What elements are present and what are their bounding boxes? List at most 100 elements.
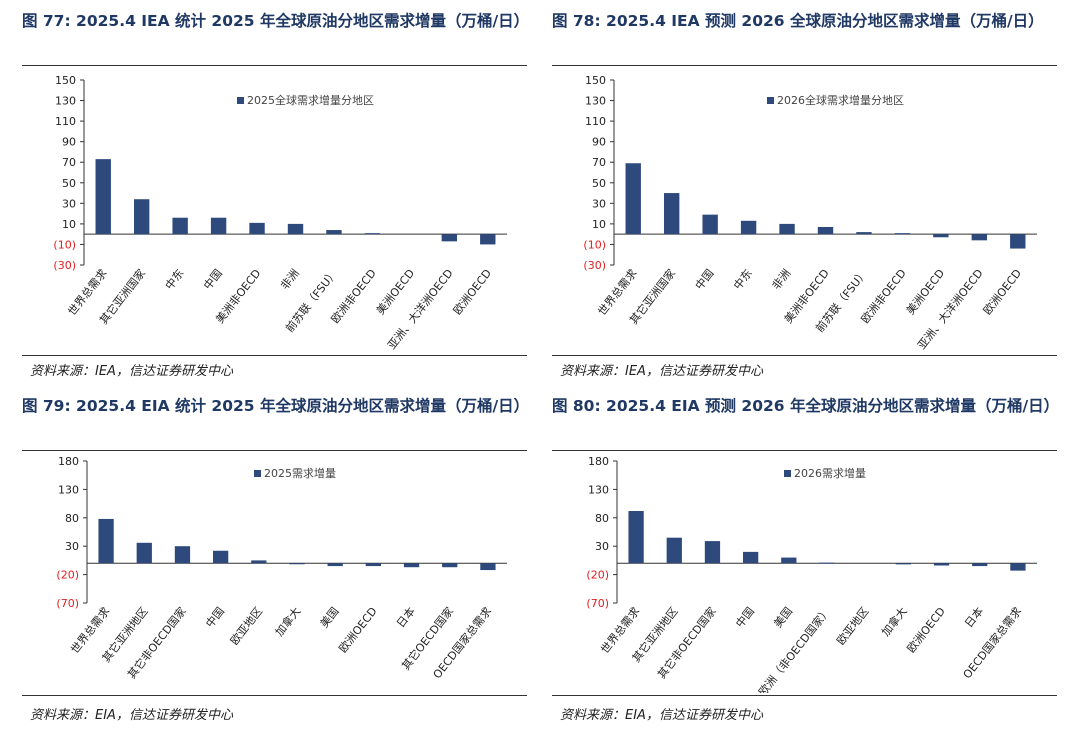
y-tick-label: 50 [62, 177, 76, 190]
bar [779, 223, 795, 235]
chart-bottom-divider [22, 355, 527, 356]
figure-77-panel: 图 77: 2025.4 IEA 统计 2025 年全球原油分地区需求增量（万桶… [22, 10, 530, 380]
bar [663, 193, 680, 235]
y-tick-label: 50 [592, 177, 606, 190]
bar [704, 541, 721, 564]
bar [136, 542, 152, 564]
bar [625, 163, 641, 235]
figure-80-panel: 图 80: 2025.4 EIA 预测 2026 年全球原油分地区需求增量（万桶… [552, 395, 1060, 730]
x-category-label: 亚洲、大洋洲OECD [914, 266, 985, 352]
y-tick-label: 150 [55, 74, 76, 87]
source-note: 资料来源：IEA，信达证券研发中心 [560, 364, 763, 379]
figure-title: 图 78: 2025.4 IEA 预测 2026 全球原油分地区需求增量（万桶/… [552, 12, 1044, 30]
bar [403, 563, 420, 568]
y-tick-label: (10) [583, 238, 606, 251]
bar [856, 232, 872, 235]
title-divider [552, 450, 1057, 451]
x-category-label: 亚洲、大洋洲OECD [384, 266, 455, 352]
source-note: 资料来源：EIA，信达证券研发中心 [30, 708, 233, 723]
bar [326, 230, 342, 235]
chart-bottom-divider [552, 355, 1057, 356]
chart-bottom-divider [22, 695, 527, 696]
figure-title: 图 79: 2025.4 EIA 统计 2025 年全球原油分地区需求增量（万桶… [22, 397, 530, 415]
x-category-label: 中东 [163, 267, 187, 292]
y-tick-label: 80 [65, 512, 79, 525]
legend-label: 2026全球需求增量分地区 [777, 94, 904, 107]
y-tick-label: 90 [592, 136, 606, 149]
bar [819, 562, 835, 564]
x-category-label: 美洲OECD [374, 267, 417, 317]
bar [364, 233, 381, 235]
x-category-label: 美洲OECD [904, 267, 947, 317]
bar [781, 557, 797, 564]
y-tick-label: 90 [62, 136, 76, 149]
legend-label: 2025全球需求增量分地区 [247, 94, 374, 107]
x-category-label: 加拿大 [878, 604, 909, 639]
chart-area: 150 130 110 90 70 50 30 10 (10) (30) 世界总需求 其它亚洲国家 中东… [22, 70, 527, 360]
y-tick-label: (20) [586, 569, 609, 582]
y-tick-label: (30) [583, 259, 606, 272]
y-tick-label: (30) [53, 259, 76, 272]
legend-swatch-icon [254, 469, 261, 477]
y-tick-label: 30 [65, 540, 79, 553]
source-note: 资料来源：IEA，信达证券研发中心 [30, 364, 233, 379]
bar [895, 563, 911, 565]
y-tick-label: 110 [585, 115, 606, 128]
bar [1010, 563, 1026, 571]
x-category-label: 欧洲OECD [905, 605, 948, 655]
y-tick-label: 130 [585, 95, 606, 108]
bar [817, 226, 834, 235]
y-tick-label: 110 [55, 115, 76, 128]
bar [289, 563, 305, 565]
bar [480, 234, 496, 245]
chart-legend: 2025全球需求增量分地区 [237, 92, 374, 108]
bar [933, 563, 950, 566]
figure-79-panel: 图 79: 2025.4 EIA 统计 2025 年全球原油分地区需求增量（万桶… [22, 395, 530, 730]
x-category-label: 中国 [201, 267, 225, 292]
y-tick-label: (20) [56, 569, 79, 582]
legend-swatch-icon [767, 96, 774, 104]
x-category-label: 美国 [771, 605, 795, 630]
y-tick-label: (70) [586, 597, 609, 610]
x-category-label: 日本 [393, 604, 418, 630]
y-tick-label: 150 [585, 74, 606, 87]
x-category-label: 非洲 [278, 267, 302, 292]
bar [972, 563, 988, 567]
bar [249, 222, 265, 235]
chart-bottom-divider [552, 695, 1057, 696]
y-tick-label: 180 [58, 455, 79, 468]
bar [174, 546, 191, 564]
y-tick-label: 70 [592, 156, 606, 169]
title-divider [22, 65, 527, 66]
y-tick-label: 30 [62, 197, 76, 210]
chart-legend: 2026需求增量 [784, 465, 866, 481]
y-tick-label: 130 [55, 95, 76, 108]
bar [628, 510, 644, 564]
chart-area: 180 130 80 30 (20) (70) 世界总需求 其它亚洲地区 其它非OECD国家 中国… [22, 453, 527, 693]
chart-legend: 2026全球需求增量分地区 [767, 92, 904, 108]
bar [666, 537, 682, 564]
y-tick-label: 130 [588, 483, 609, 496]
bar [95, 159, 111, 235]
bar [287, 223, 304, 235]
x-category-label: 中国 [693, 267, 717, 292]
x-category-label: 中国 [203, 605, 227, 630]
bar [933, 234, 949, 238]
chart-area: 150 130 110 90 70 50 30 10 (10) (30) 世界总需求 其它亚洲国家 中国… [552, 70, 1057, 360]
figure-title: 图 77: 2025.4 IEA 统计 2025 年全球原油分地区需求增量（万桶… [22, 12, 530, 30]
x-category-label: 欧亚地区 [834, 605, 871, 648]
figure-title: 图 80: 2025.4 EIA 预测 2026 年全球原油分地区需求增量（万桶… [552, 397, 1060, 415]
legend-label: 2025需求增量 [264, 467, 336, 480]
x-category-label: 加拿大 [272, 604, 303, 639]
title-divider [552, 65, 1057, 66]
x-category-label: 中国 [733, 605, 757, 630]
y-tick-label: 180 [588, 455, 609, 468]
bar [251, 560, 267, 564]
bar [172, 217, 188, 235]
x-category-label: 欧洲OECD [451, 267, 494, 317]
y-tick-label: 10 [62, 218, 76, 231]
legend-swatch-icon [784, 469, 791, 477]
